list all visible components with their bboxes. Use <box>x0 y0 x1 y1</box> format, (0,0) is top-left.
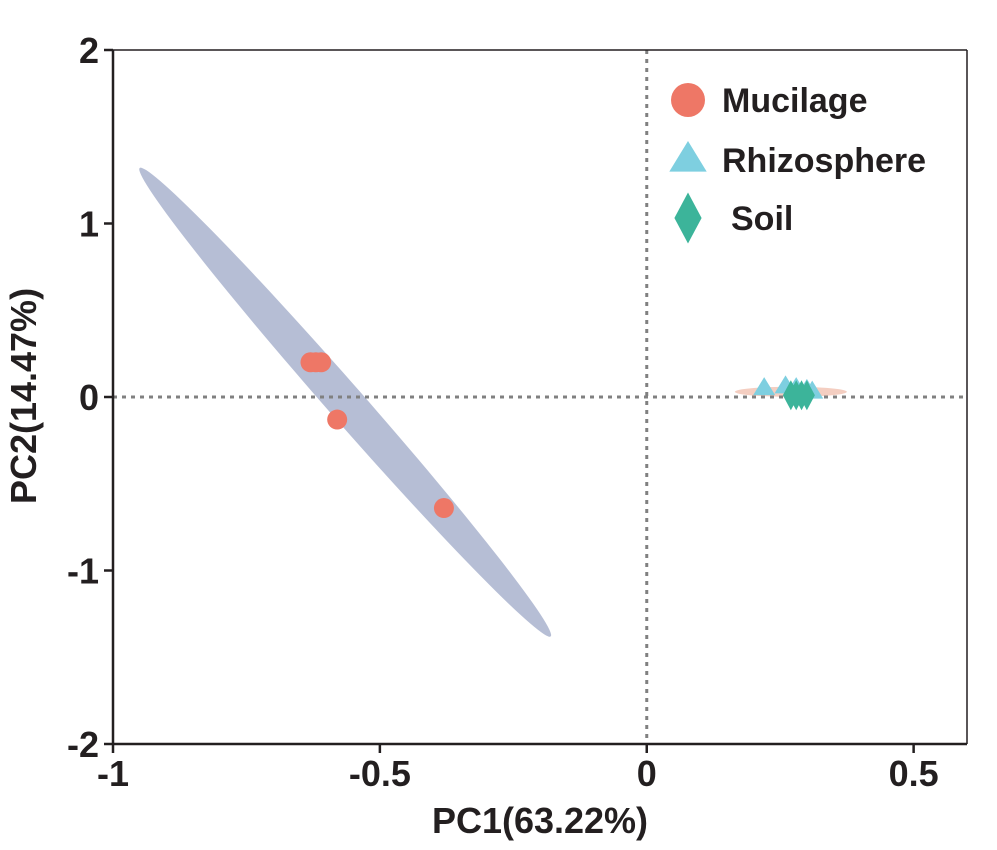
reference-lines <box>113 50 967 744</box>
legend: Mucilage Rhizosphere Soil <box>669 82 926 244</box>
point-rhizosphere <box>753 377 776 396</box>
x-tick-label: -0.5 <box>349 753 411 794</box>
x-tick-label: -1 <box>97 753 129 794</box>
y-axis-title: PC2(14.47%) <box>3 288 44 504</box>
y-tick-label: 1 <box>79 204 99 245</box>
ellipse-mucilage <box>139 167 552 637</box>
y-tick-label: -2 <box>67 724 99 765</box>
data-points <box>300 352 824 519</box>
x-tick-label: 0 <box>637 753 657 794</box>
point-mucilage <box>433 498 454 519</box>
legend-marker-mucilage <box>671 83 705 117</box>
legend-label-rhizosphere: Rhizosphere <box>722 142 926 180</box>
legend-label-mucilage: Mucilage <box>722 82 867 120</box>
point-mucilage <box>327 409 348 430</box>
point-mucilage <box>311 352 332 373</box>
y-tick-label: 0 <box>79 377 99 418</box>
legend-marker-rhizosphere <box>669 141 707 172</box>
y-tick-label: -1 <box>67 551 99 592</box>
point-soil <box>798 380 815 411</box>
legend-marker-soil <box>674 192 702 244</box>
legend-label-soil: Soil <box>731 200 793 238</box>
x-tick-label: 0.5 <box>889 753 939 794</box>
y-tick-label: 2 <box>79 30 99 71</box>
x-axis-title: PC1(63.22%) <box>432 800 648 841</box>
axes <box>104 48 968 753</box>
